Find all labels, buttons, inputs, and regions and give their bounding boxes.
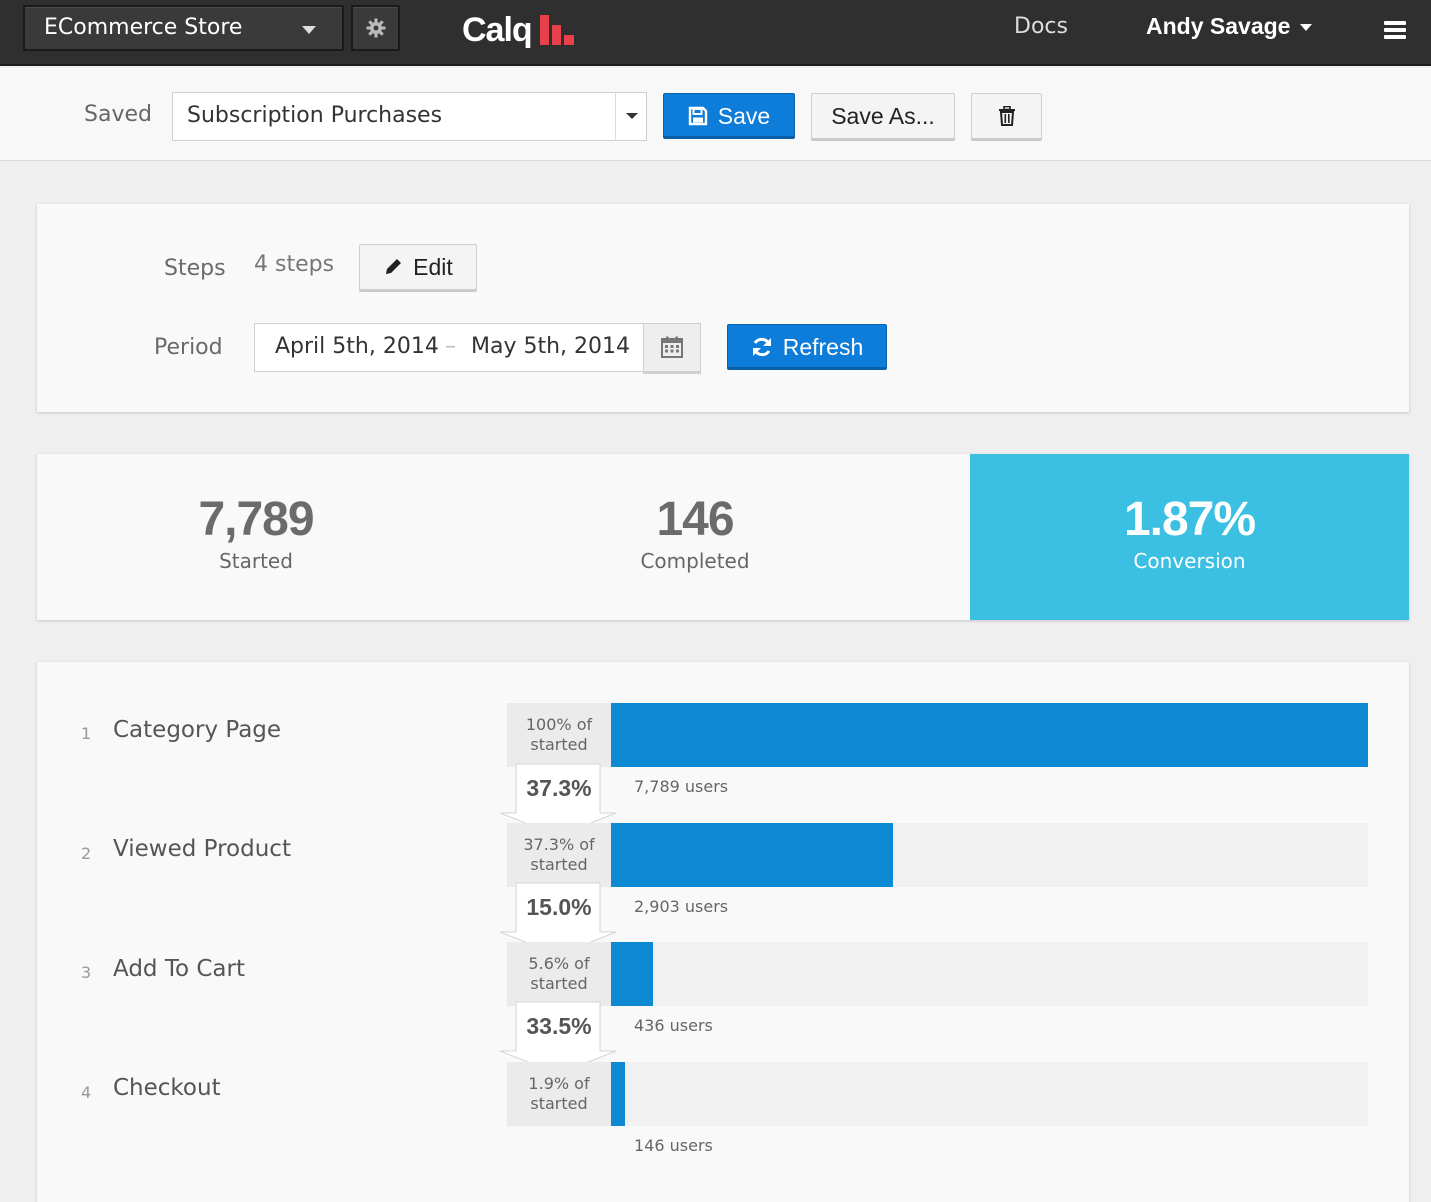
stat-completed: 146 Completed	[475, 454, 915, 620]
step-percent-suffix: started	[530, 1094, 588, 1113]
project-settings-button[interactable]	[351, 5, 400, 51]
refresh-button-label: Refresh	[782, 333, 864, 360]
chevron-down-icon	[626, 113, 638, 119]
save-button[interactable]: Save	[663, 93, 795, 139]
step-bar[interactable]	[611, 823, 893, 887]
date-end: May 5th, 2014	[471, 334, 631, 359]
stat-completed-label: Completed	[640, 549, 750, 573]
funnel-config-card: Steps 4 steps Edit Period April 5th, 201…	[37, 204, 1409, 412]
step-number: 3	[81, 963, 92, 982]
date-separator: –	[445, 334, 456, 359]
refresh-button[interactable]: Refresh	[727, 324, 887, 370]
stat-started-value: 7,789	[198, 493, 314, 546]
step-percent-suffix: started	[530, 974, 588, 993]
step-conversion-rate: 15.0%	[526, 894, 592, 920]
edit-steps-button[interactable]: Edit	[359, 244, 477, 290]
step-name: Checkout	[113, 1075, 221, 1101]
step-conversion-arrow: 37.3%	[499, 763, 619, 837]
refresh-icon	[752, 337, 771, 357]
step-bar-track	[611, 823, 1368, 887]
step-conversion-arrow: 15.0%	[499, 882, 619, 956]
project-select-label: ECommerce Store	[44, 15, 243, 40]
stat-conversion-value: 1.87%	[1123, 493, 1256, 546]
stat-conversion: 1.87% Conversion	[970, 454, 1409, 620]
save-as-button[interactable]: Save As...	[811, 93, 955, 139]
chevron-down-icon	[1300, 24, 1313, 32]
step-bar[interactable]	[611, 1062, 625, 1126]
pencil-icon	[386, 259, 402, 274]
saved-label: Saved	[84, 102, 152, 127]
step-percent-of-started: 5.6% of started	[507, 942, 611, 1006]
stat-conversion-label: Conversion	[1133, 549, 1246, 573]
step-number: 2	[81, 844, 92, 863]
user-name: Andy Savage	[1146, 13, 1291, 39]
step-users: 7,789 users	[634, 777, 729, 796]
saved-report-dropdown-toggle[interactable]	[615, 93, 646, 140]
gear-icon	[366, 18, 386, 38]
step-bar-track	[611, 703, 1368, 767]
date-start: April 5th, 2014	[275, 334, 439, 359]
step-name: Add To Cart	[113, 956, 245, 982]
step-conversion-rate: 37.3%	[526, 775, 592, 801]
funnel-summary-card: 7,789 Started 146 Completed 1.87% Conver…	[37, 454, 1409, 620]
calendar-button[interactable]	[643, 323, 701, 372]
delete-button[interactable]	[971, 93, 1042, 139]
stat-completed-value: 146	[656, 493, 734, 546]
logo-bars-icon	[539, 15, 580, 45]
chevron-down-icon	[302, 26, 316, 34]
logo-text: Calq	[462, 10, 533, 49]
saved-report-value: Subscription Purchases	[187, 103, 443, 128]
calq-logo[interactable]: Calq	[462, 6, 580, 54]
step-conversion-arrow: 33.5%	[499, 1001, 619, 1075]
docs-link[interactable]: Docs	[1014, 14, 1068, 39]
steps-label: Steps	[164, 256, 226, 281]
step-users: 146 users	[634, 1136, 713, 1155]
save-button-label: Save	[717, 102, 771, 129]
step-percent-of-started: 1.9% of started	[507, 1062, 611, 1126]
trash-icon	[998, 106, 1015, 126]
saved-report-bar: Saved Subscription Purchases Save Save A…	[0, 68, 1431, 161]
step-percent-suffix: started	[530, 735, 588, 754]
funnel-chart-card: 1 Category Page 100% of started 7,789 us…	[37, 662, 1409, 1202]
step-percent-line: 37.3% of	[523, 835, 595, 854]
top-navbar: ECommerce Store Calq Docs	[0, 0, 1431, 66]
step-percent-line: 5.6% of	[528, 954, 590, 973]
floppy-disk-icon	[688, 106, 707, 126]
hamburger-menu-icon[interactable]	[1384, 21, 1406, 42]
calendar-icon	[661, 336, 683, 358]
step-name: Category Page	[113, 717, 282, 743]
stat-started: 7,789 Started	[37, 454, 475, 620]
saved-report-select[interactable]: Subscription Purchases	[172, 92, 647, 141]
step-bar-track	[611, 1062, 1368, 1126]
step-number: 1	[81, 724, 92, 743]
step-bar[interactable]	[611, 703, 1368, 767]
step-users: 436 users	[634, 1016, 713, 1035]
step-conversion-rate: 33.5%	[526, 1013, 592, 1039]
user-menu[interactable]: Andy Savage	[1146, 13, 1313, 40]
step-bar[interactable]	[611, 942, 653, 1006]
step-percent-of-started: 100% of started	[507, 703, 611, 767]
step-name: Viewed Product	[113, 836, 291, 862]
project-select[interactable]: ECommerce Store	[23, 5, 344, 51]
save-as-button-label: Save As...	[831, 102, 935, 129]
step-percent-line: 100% of	[525, 715, 593, 734]
step-percent-suffix: started	[530, 855, 588, 874]
step-percent-line: 1.9% of	[528, 1074, 590, 1093]
steps-count: 4 steps	[254, 252, 335, 277]
step-bar-track	[611, 942, 1368, 1006]
step-number: 4	[81, 1083, 92, 1102]
step-percent-of-started: 37.3% of started	[507, 823, 611, 887]
date-range-input[interactable]: April 5th, 2014 – May 5th, 2014	[254, 323, 701, 372]
edit-button-label: Edit	[413, 253, 453, 280]
step-users: 2,903 users	[634, 897, 729, 916]
period-label: Period	[154, 335, 223, 360]
stat-started-label: Started	[219, 549, 293, 573]
